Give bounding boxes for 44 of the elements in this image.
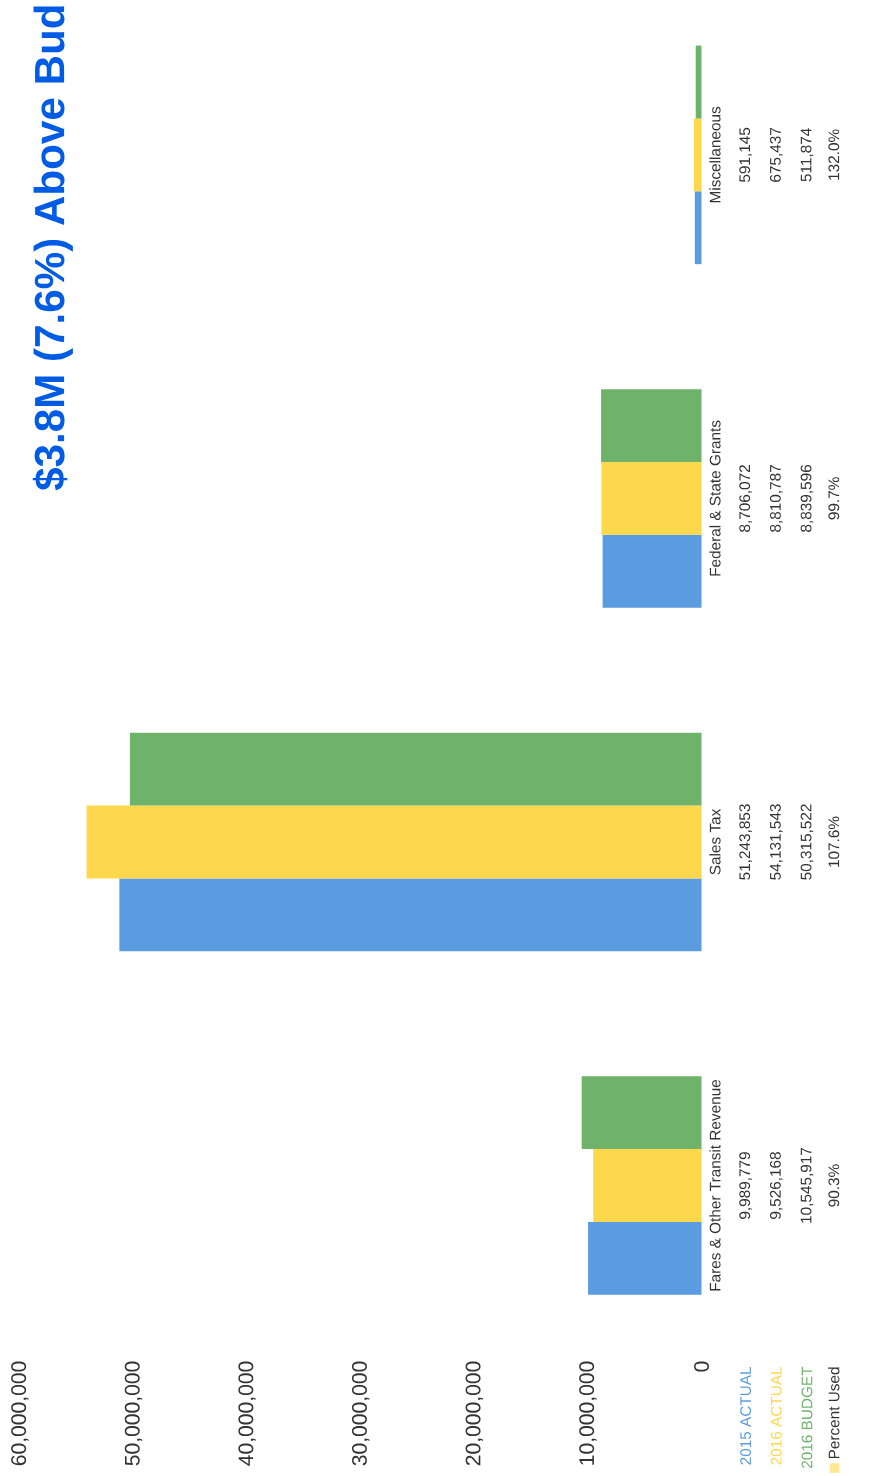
- bar: [593, 1149, 702, 1222]
- text: Percent Used: [828, 1367, 840, 1459]
- data-label: 8,706,072: [739, 465, 752, 532]
- x-tick-label: 40,000,000: [238, 1361, 256, 1466]
- data-label: 8,810,787: [769, 465, 783, 532]
- bar: [601, 389, 702, 462]
- y-tick-label: Miscellaneous: [709, 106, 721, 203]
- data-label: 54,131,543: [769, 804, 783, 880]
- data-label: 8,839,596: [800, 465, 814, 532]
- data-label: 9,989,779: [739, 1152, 752, 1219]
- text: 99.7%: [828, 477, 840, 520]
- x-tick-label: 50,000,000: [124, 1361, 143, 1466]
- data-label: 50,315,522: [800, 804, 814, 880]
- bar: [602, 534, 702, 608]
- y-tick-label: Federal & State Grants: [709, 420, 721, 576]
- data-label: 675,437: [769, 127, 783, 182]
- text: 2015 ACTUAL: [740, 1366, 752, 1465]
- x-tick-label: 20,000,000: [465, 1361, 483, 1466]
- bar: [693, 118, 702, 192]
- data-label: 51,243,853: [739, 804, 752, 880]
- bar: [695, 45, 702, 119]
- data-label: 9,526,168: [769, 1152, 783, 1219]
- bar: [601, 462, 702, 535]
- bar: [588, 1221, 702, 1295]
- x-tick-label: 10,000,000: [579, 1361, 597, 1465]
- data-label: 10,545,917: [800, 1147, 814, 1223]
- y-tick-label: Fares & Other Transit Revenue: [709, 1079, 721, 1291]
- data-label: 511,874: [800, 128, 814, 182]
- data-label: 591,145: [739, 127, 752, 182]
- text: 107.6%: [828, 816, 840, 867]
- bar: [581, 1076, 702, 1150]
- text: $3.8M (7.6%) Above Bud: [32, 6, 73, 491]
- x-tick-label: 0: [694, 1361, 709, 1372]
- text: 2016 ACTUAL: [770, 1366, 782, 1465]
- text: 132.0%: [828, 129, 840, 180]
- text: 2016 BUDGET: [801, 1366, 813, 1468]
- bar: [129, 732, 702, 806]
- bar: [119, 878, 702, 952]
- bar: [694, 191, 702, 265]
- y-tick-label: Sales Tax: [709, 808, 721, 875]
- bar: [86, 805, 702, 879]
- x-tick-label: 30,000,000: [351, 1361, 370, 1466]
- x-tick-label: 60,000,000: [11, 1361, 29, 1466]
- text: 90.3%: [828, 1164, 840, 1207]
